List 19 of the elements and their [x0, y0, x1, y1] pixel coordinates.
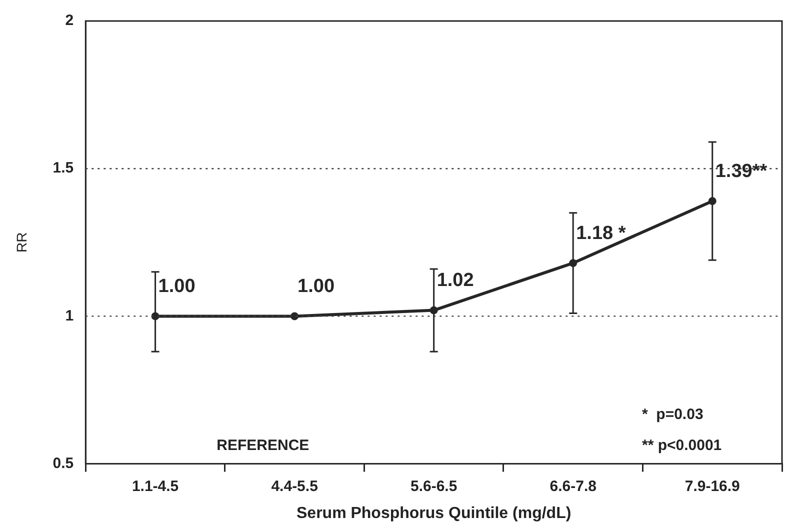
- x-tick-label: 5.6-6.5: [410, 478, 458, 495]
- data-label: 1.02: [436, 270, 474, 292]
- x-tick-label: 6.6-7.8: [550, 478, 596, 495]
- data-label: 1.00: [298, 276, 335, 297]
- x-tick-label: 4.4-5.5: [271, 478, 318, 495]
- annotation: * p=0.03: [642, 406, 704, 423]
- y-tick-label: 0.5: [52, 454, 74, 472]
- data-label: 1.39**: [715, 160, 768, 182]
- data-label: 1.00: [158, 276, 196, 297]
- y-tick-label: 1.5: [52, 160, 74, 177]
- annotation: REFERENCE: [216, 436, 310, 454]
- y-axis-title: RR: [13, 232, 30, 253]
- annotation: ** p<0.0001: [642, 436, 722, 454]
- x-axis-title: Serum Phosphorus Quintile (mg/dL): [296, 504, 572, 522]
- x-tick-label: 7.9-16.9: [684, 478, 740, 495]
- y-tick-label: 1: [65, 307, 74, 324]
- data-label: 1.18 *: [576, 222, 626, 244]
- x-tick-label: 1.1-4.5: [132, 478, 179, 495]
- y-tick-label: 2: [65, 12, 74, 30]
